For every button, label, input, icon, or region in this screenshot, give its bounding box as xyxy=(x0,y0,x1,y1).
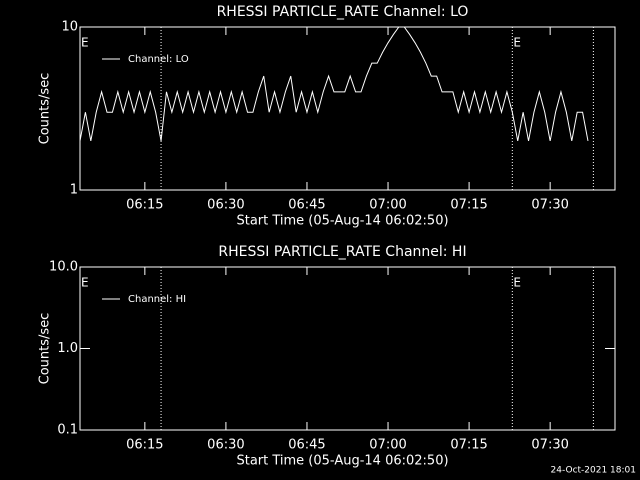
annotation: E xyxy=(513,276,521,290)
x-tick-label: 06:45 xyxy=(288,438,325,453)
data-line xyxy=(79,26,589,142)
x-tick-label: 06:15 xyxy=(126,198,163,213)
x-tick-label: 07:30 xyxy=(531,198,568,213)
plot-frame xyxy=(79,266,616,431)
x-tick-label: 06:30 xyxy=(207,438,244,453)
x-tick-label: 07:15 xyxy=(450,198,487,213)
x-tick-label: 07:30 xyxy=(531,438,568,453)
legend-label: Channel: LO xyxy=(128,54,189,65)
y-tick-label: 10.0 xyxy=(49,260,78,275)
x-tick-label: 06:45 xyxy=(288,198,325,213)
y-axis-label: Counts/sec xyxy=(38,73,53,145)
annotation: E xyxy=(81,276,89,290)
x-tick-label: 06:30 xyxy=(207,198,244,213)
y-tick-label: 1.0 xyxy=(57,341,78,356)
y-axis-label: Counts/sec xyxy=(38,313,53,385)
x-axis-label: Start Time (05-Aug-14 06:02:50) xyxy=(236,214,448,229)
legend-label: Channel: HI xyxy=(128,294,186,305)
y-tick-label: 1 xyxy=(70,183,78,198)
footer: 24-Oct-2021 18:01 xyxy=(551,466,636,476)
chart-title: RHESSI PARTICLE_RATE Channel: HI xyxy=(218,244,466,260)
annotation: E xyxy=(81,36,89,50)
y-tick-label: 10 xyxy=(61,20,78,35)
chart-title: RHESSI PARTICLE_RATE Channel: LO xyxy=(217,4,469,20)
x-tick-label: 07:00 xyxy=(369,198,406,213)
y-tick-label: 0.1 xyxy=(57,423,78,438)
x-tick-label: 07:00 xyxy=(369,438,406,453)
x-axis-label: Start Time (05-Aug-14 06:02:50) xyxy=(236,454,448,469)
annotation: E xyxy=(513,36,521,50)
x-tick-label: 06:15 xyxy=(126,438,163,453)
x-tick-label: 07:15 xyxy=(450,438,487,453)
